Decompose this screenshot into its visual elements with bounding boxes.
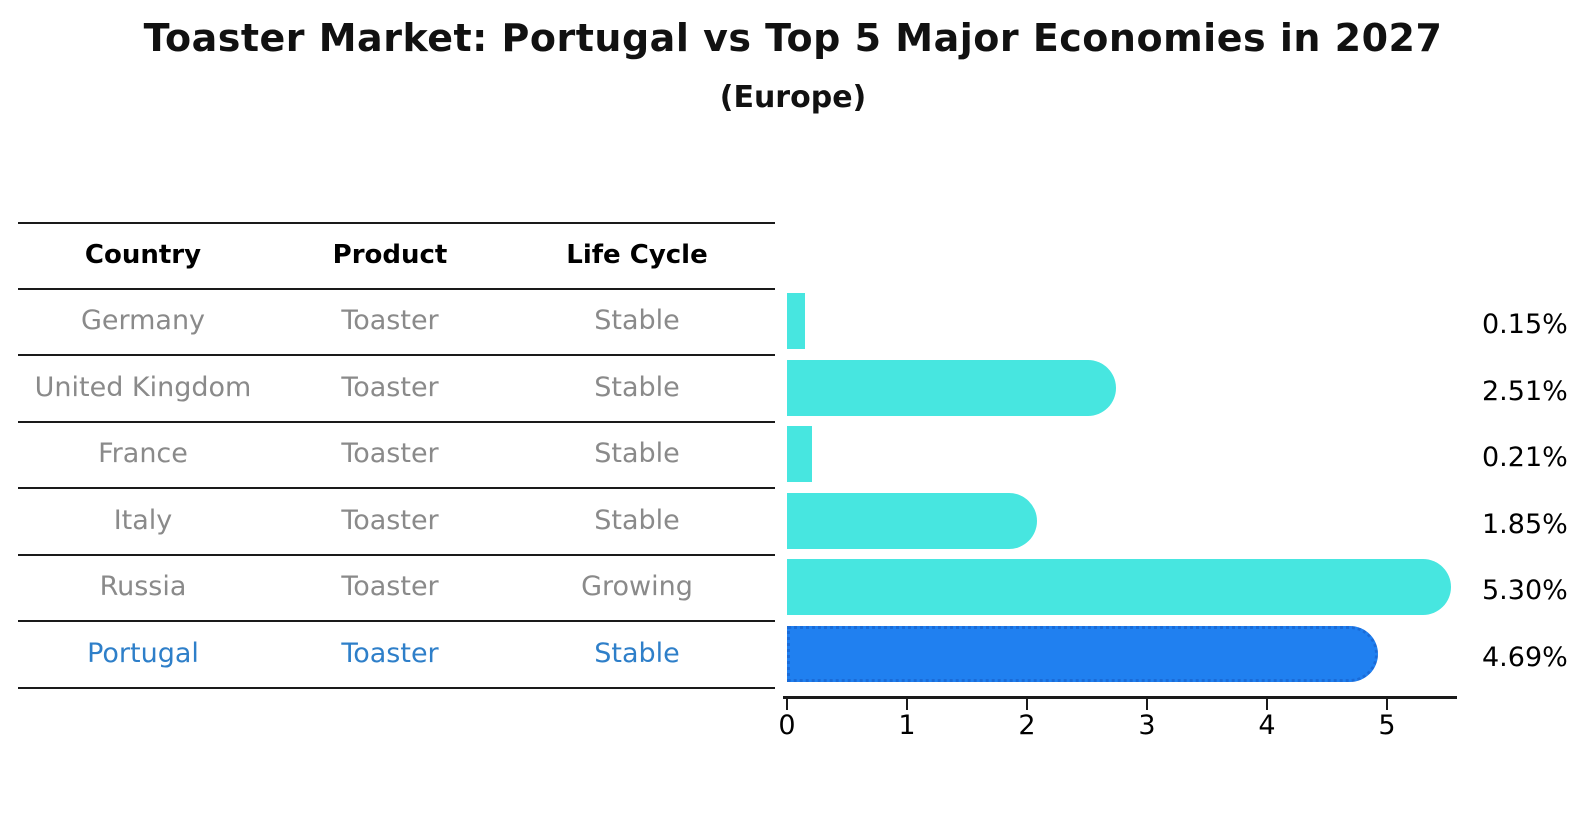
x-tick-0: [786, 699, 788, 710]
lifecycle-cell: Stable: [594, 438, 680, 469]
lifecycle-cell: Stable: [594, 371, 680, 403]
value-label: 0.21%: [1482, 442, 1568, 473]
lifecycle-cell: Stable: [594, 504, 680, 536]
x-tick-label: 3: [1138, 710, 1156, 741]
x-tick-label: 0: [778, 710, 796, 741]
product-cell: Toaster: [341, 637, 439, 669]
table-line-5: [18, 554, 775, 556]
country-cell: Portugal: [87, 637, 199, 669]
value-label: 0.15%: [1482, 309, 1568, 340]
bar-italy: [787, 492, 1037, 549]
bar-russia: [787, 559, 1451, 615]
product-cell: Toaster: [341, 371, 439, 403]
x-tick-1: [906, 699, 908, 710]
lifecycle-cell: Growing: [581, 571, 693, 602]
value-label: 4.69%: [1482, 641, 1568, 673]
product-cell: Toaster: [341, 504, 439, 536]
table-line-0: [18, 222, 775, 224]
table-line-1: [18, 288, 775, 290]
x-tick-4: [1266, 699, 1268, 710]
table-line-2: [18, 354, 775, 356]
table-line-3: [18, 421, 775, 423]
country-cell: Germany: [80, 305, 206, 336]
country-cell: United Kingdom: [34, 371, 252, 403]
product-cell: Toaster: [341, 438, 439, 469]
x-tick-label: 2: [1018, 710, 1036, 741]
country-cell: Italy: [113, 504, 173, 536]
x-axis-line: [783, 696, 1457, 699]
table-line-4: [18, 487, 775, 489]
value-label: 5.30%: [1482, 575, 1568, 606]
bar-highlight-portugal: [787, 625, 1378, 682]
value-label: 1.85%: [1482, 508, 1568, 540]
lifecycle-cell: Stable: [594, 637, 680, 669]
table-line-6: [18, 620, 775, 622]
table-line-7: [18, 687, 775, 689]
x-tick-label: 4: [1258, 710, 1276, 741]
country-cell: France: [98, 438, 188, 469]
x-tick-2: [1026, 699, 1028, 710]
chart-title: Toaster Market: Portugal vs Top 5 Major …: [143, 16, 1443, 60]
x-tick-label: 5: [1378, 710, 1396, 741]
value-label: 2.51%: [1482, 375, 1568, 407]
x-tick-5: [1386, 699, 1388, 710]
bar-france: [787, 426, 813, 482]
bar-united-kingdom: [787, 359, 1117, 416]
chart-subtitle: (Europe): [719, 80, 867, 115]
product-cell: Toaster: [341, 571, 439, 602]
column-header-country: Country: [84, 240, 202, 270]
x-tick-3: [1146, 699, 1148, 710]
x-tick-label: 1: [898, 710, 916, 741]
column-header-lifecycle: Life Cycle: [566, 240, 708, 270]
column-header-product: Product: [332, 240, 448, 270]
lifecycle-cell: Stable: [594, 305, 680, 336]
product-cell: Toaster: [341, 305, 439, 336]
bar-germany: [787, 293, 805, 349]
country-cell: Russia: [99, 571, 187, 602]
